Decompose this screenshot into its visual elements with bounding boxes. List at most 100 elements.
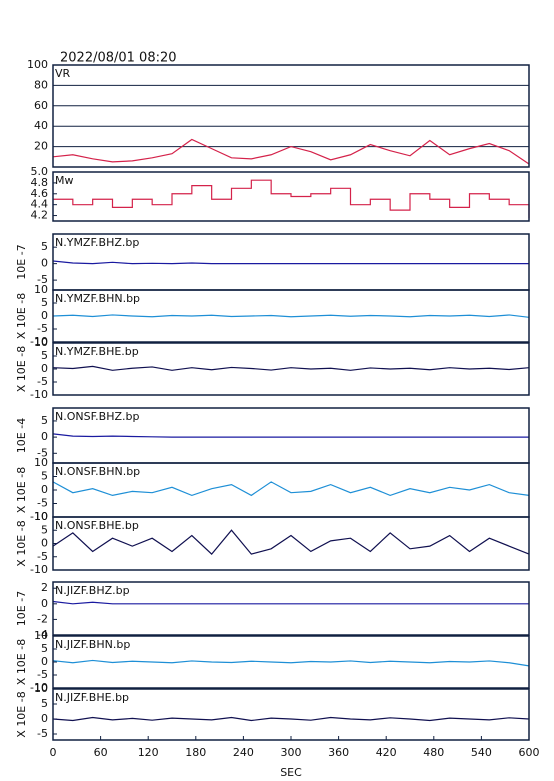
data-line [52,365,530,371]
y-tick-label: 0 [41,537,48,550]
y-tick-label: 4.6 [31,187,49,200]
y-tick-label: -10 [30,563,48,576]
y-tick-label: 4.2 [31,209,49,222]
x-tick-label: 240 [233,746,254,759]
y-tick-label: 5 [41,642,48,655]
y-tick-label: 5 [41,697,48,710]
y-tick-label: 0 [41,309,48,322]
x-tick-label: 120 [138,746,159,759]
y-tick-label: 2 [41,581,48,594]
y-tick-label: 5 [41,349,48,362]
y-tick-label: 80 [34,78,48,91]
y-tick-label: 5 [41,296,48,309]
panel-label: VR [55,67,71,80]
chart-title: 2022/08/01 08:20 [60,51,177,66]
x-axis-label: SEC [280,766,302,779]
y-tick-label: 100 [27,58,48,71]
y-tick-label: 0 [41,597,48,610]
panel-label: N.JIZF.BHE.bp [55,691,129,704]
x-tick-label: 0 [50,746,57,759]
x-tick-label: 480 [423,746,444,759]
panel-label: N.YMZF.BHN.bp [55,292,140,305]
data-line [52,659,530,667]
data-line [52,260,529,265]
panel-frame [52,342,530,396]
data-line [52,314,530,318]
y-tick-label: 10 [34,336,48,349]
x-tick-label: 600 [519,746,540,759]
data-line [52,433,529,438]
panel-frame [52,64,530,168]
panel-label: N.ONSF.BHZ.bp [55,410,139,423]
y-tick-label: 5 [41,240,48,253]
y-tick-label: 5 [41,470,48,483]
y-axis-label: X 10E -8 [15,691,28,737]
panel-label: N.ONSF.BHN.bp [55,465,140,478]
y-tick-label: -10 [30,510,48,523]
panel-frame [52,516,530,571]
data-line [52,600,529,605]
panel-frame [52,581,530,636]
y-tick-label: 10 [34,283,48,296]
y-axis-label: X 10E -8 [15,520,28,566]
y-tick-label: -10 [30,335,48,348]
y-tick-label: -5 [37,727,48,740]
y-tick-label: 10 [34,510,48,523]
y-tick-label: 10 [34,456,48,469]
y-tick-label: -5 [37,550,48,563]
data-line [52,481,530,497]
y-tick-label: -4 [37,628,48,641]
data-line [52,716,530,722]
y-tick-label: 4.4 [31,198,49,211]
panel-label: N.JIZF.BHZ.bp [55,584,130,597]
panel-label: Mw [55,174,74,187]
data-line [52,138,530,165]
x-tick-label: 300 [281,746,302,759]
y-tick-label: -5 [37,497,48,510]
panel-label: N.YMZF.BHE.bp [55,345,139,358]
y-tick-label: -5 [37,668,48,681]
data-line [53,179,530,219]
y-tick-label: 0 [41,362,48,375]
y-tick-label: -10 [30,388,48,401]
panel-label: N.YMZF.BHZ.bp [55,236,139,249]
y-axis-label: X 10E -8 [15,639,28,685]
y-tick-label: 10 [34,629,48,642]
y-tick-label: 5 [41,523,48,536]
x-tick-label: 60 [94,746,108,759]
y-axis-label: X 10E -8 [15,293,28,339]
y-tick-label: 0 [41,257,48,270]
y-axis-label: X 10E -8 [15,467,28,513]
x-tick-label: 420 [376,746,397,759]
y-tick-label: -5 [37,322,48,335]
y-tick-label: 4.8 [31,176,49,189]
y-tick-label: 20 [34,140,48,153]
y-tick-label: 0 [41,430,48,443]
y-tick-label: -10 [30,681,48,694]
y-axis-label: 10E -7 [15,591,28,626]
y-tick-label: -2 [37,612,48,625]
x-tick-label: 180 [185,746,206,759]
panel-label: N.JIZF.BHN.bp [55,638,130,651]
y-tick-label: 0 [41,655,48,668]
y-tick-label: 10 [34,682,48,695]
x-tick-label: 360 [328,746,349,759]
x-tick-label: 540 [471,746,492,759]
y-tick-label: 60 [34,99,48,112]
y-tick-label: -5 [37,273,48,286]
y-axis-label: 10E -4 [15,418,28,453]
y-tick-label: 0 [41,483,48,496]
y-tick-label: -5 [37,446,48,459]
panel-frame [52,171,530,222]
y-tick-label: 5 [41,414,48,427]
y-axis-label: 10E -7 [15,244,28,279]
panel-label: N.ONSF.BHE.bp [55,519,139,532]
y-tick-label: 5.0 [31,165,49,178]
panel-frame [52,289,530,343]
data-line [52,529,530,555]
y-tick-label: 40 [34,119,48,132]
panel-frame [52,635,530,689]
y-axis-label: X 10E -8 [15,346,28,392]
y-tick-label: -5 [37,375,48,388]
